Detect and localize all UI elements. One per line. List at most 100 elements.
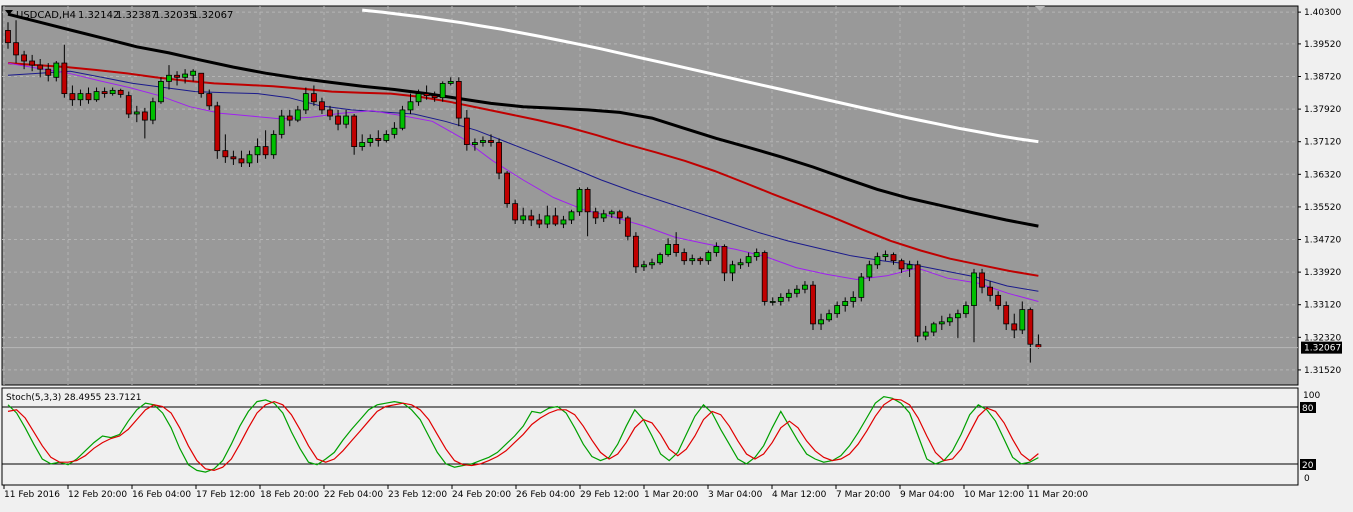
- candle-body: [141, 111, 148, 121]
- candle-body: [302, 93, 309, 111]
- candle-body: [351, 115, 358, 147]
- candle-body: [133, 111, 140, 115]
- candle-body: [190, 70, 197, 76]
- candle-body: [13, 42, 19, 56]
- price-tick-label: 1.34720: [1304, 236, 1341, 246]
- candle-body: [745, 256, 752, 264]
- candle-body: [858, 276, 865, 298]
- close-value: 1.32067: [192, 10, 233, 21]
- candle-body: [753, 252, 760, 258]
- candle-body: [149, 101, 156, 121]
- price-tick-label: 1.40300: [1304, 8, 1341, 18]
- candle-body: [713, 246, 720, 253]
- candle-body: [238, 158, 245, 164]
- candle-body: [230, 156, 237, 160]
- time-tick-label: 22 Feb 04:00: [324, 490, 383, 500]
- candle-body: [600, 213, 607, 219]
- candle-body: [946, 317, 953, 323]
- horizontal-scrollbar[interactable]: [0, 500, 1353, 508]
- candle-body: [415, 93, 422, 103]
- candle-body: [214, 105, 221, 152]
- candle-body: [592, 211, 599, 219]
- candle-body: [463, 117, 470, 145]
- candle-body: [641, 264, 647, 268]
- chart-shift-marker-icon[interactable]: [1035, 6, 1045, 11]
- candle-body: [375, 138, 382, 141]
- candle-body: [971, 272, 977, 306]
- candle-body: [568, 211, 575, 221]
- candle-body: [785, 292, 792, 298]
- candle-body: [995, 294, 1002, 306]
- price-tick-label: 1.33920: [1304, 268, 1341, 278]
- candle-body: [1019, 309, 1026, 331]
- main-plot-area[interactable]: [1, 5, 1299, 386]
- candle-body: [310, 93, 317, 103]
- candle-body: [1027, 309, 1034, 345]
- ma-line-ma30: [7, 70, 1039, 292]
- candle-body: [77, 93, 84, 101]
- candle-body: [431, 95, 438, 99]
- candle-body: [1003, 305, 1010, 325]
- candle-body: [29, 60, 36, 66]
- ma-line-ma50: [7, 62, 1039, 277]
- candle-body: [777, 296, 784, 302]
- stochastic-title: Stoch(5,3,3) 28.4955 23.7121: [6, 393, 141, 403]
- symbol-label: USDCAD,H4: [16, 10, 76, 21]
- candle-body: [294, 109, 301, 121]
- candle-body: [343, 115, 350, 125]
- candle-body: [818, 319, 824, 325]
- candle-body: [882, 254, 889, 258]
- candle-body: [576, 188, 583, 213]
- candle-body: [624, 217, 631, 237]
- candle-body: [286, 115, 293, 121]
- candle-body: [1035, 344, 1042, 348]
- time-tick-label: 29 Feb 12:00: [580, 490, 639, 500]
- candle-body: [528, 215, 535, 221]
- candles: [5, 20, 1042, 363]
- main-grid: [2, 6, 1298, 385]
- candle-body: [834, 305, 841, 315]
- candle-body: [673, 244, 680, 253]
- ma-line-ma200: [362, 8, 1039, 144]
- stoch-line-signal: [7, 398, 1039, 472]
- candle-body: [657, 254, 663, 264]
- candle-body: [262, 146, 269, 156]
- candle-body: [488, 140, 494, 143]
- candle-body: [182, 73, 189, 78]
- price-tick-label: 1.37120: [1304, 138, 1341, 148]
- candle-body: [158, 80, 164, 103]
- candle-body: [61, 62, 68, 95]
- candle-body: [391, 127, 398, 135]
- candle-body: [512, 203, 519, 221]
- symbol-dropdown-icon[interactable]: [5, 10, 13, 15]
- price-tick-label: 1.36320: [1304, 170, 1341, 180]
- candle-body: [544, 215, 551, 225]
- time-tick-label: 4 Mar 12:00: [772, 490, 827, 500]
- time-tick-label: 17 Feb 12:00: [196, 490, 255, 500]
- candle-body: [174, 74, 180, 78]
- candle-body: [399, 109, 406, 129]
- candle-body: [560, 219, 567, 225]
- stoch-line-main: [7, 395, 1039, 473]
- candle-body: [117, 89, 124, 95]
- time-tick-label: 18 Feb 20:00: [260, 490, 319, 500]
- time-tick-label: 23 Feb 12:00: [388, 490, 447, 500]
- candle-body: [633, 235, 639, 268]
- candle-body: [1011, 323, 1018, 331]
- candle-body: [270, 133, 277, 156]
- candle-body: [45, 68, 52, 76]
- candle-body: [890, 254, 897, 262]
- price-tick-label: 1.37920: [1304, 105, 1341, 115]
- candle-body: [480, 140, 486, 143]
- candle-body: [842, 301, 849, 306]
- candle-body: [327, 109, 333, 117]
- moving-averages: [7, 8, 1039, 302]
- low-value: 1.32035: [154, 10, 195, 21]
- candle-body: [979, 272, 985, 288]
- candle-body: [69, 93, 76, 101]
- candle-body: [721, 246, 728, 274]
- ma-line-ma100: [7, 12, 1039, 228]
- candle-body: [383, 133, 390, 141]
